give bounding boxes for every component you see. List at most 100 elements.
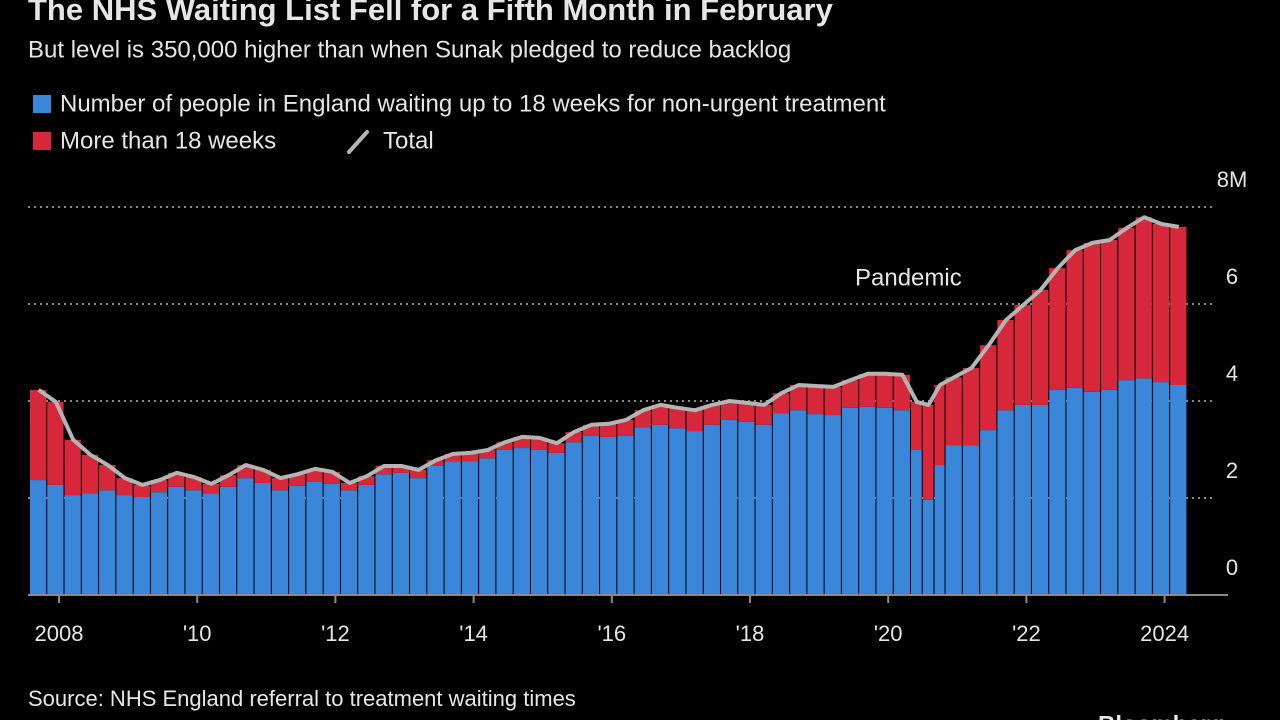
- bar: [703, 424, 720, 595]
- bar: [1066, 250, 1083, 388]
- bar: [64, 495, 81, 595]
- bar: [911, 449, 922, 595]
- bar: [1031, 404, 1049, 595]
- x-tick-label: '10: [183, 621, 212, 646]
- bar: [651, 404, 669, 425]
- bar: [841, 380, 859, 408]
- brand: Bloomberg: [1098, 711, 1225, 720]
- bar: [1118, 227, 1135, 381]
- bar: [962, 445, 980, 595]
- bar: [220, 475, 237, 487]
- bar: [669, 428, 686, 595]
- bar: [1049, 268, 1066, 390]
- bar: [150, 492, 168, 595]
- bar: [479, 458, 496, 595]
- bar: [548, 443, 565, 453]
- bar: [289, 474, 306, 486]
- bar: [1170, 384, 1187, 595]
- bar: [168, 486, 185, 595]
- bar: [427, 460, 444, 466]
- bar: [530, 449, 548, 595]
- bar: [893, 410, 911, 595]
- x-tick-label: '18: [736, 621, 765, 646]
- chart-title: The NHS Waiting List Fell for a Fifth Mo…: [28, 0, 834, 27]
- bar: [1152, 382, 1170, 595]
- x-tick-label: '16: [597, 621, 626, 646]
- bar: [323, 483, 340, 595]
- bar: [790, 384, 807, 411]
- bar: [738, 421, 755, 595]
- y-tick-label: 4: [1226, 361, 1238, 386]
- bar: [600, 423, 617, 437]
- bar: [686, 431, 703, 595]
- bar: [911, 401, 922, 450]
- bar: [600, 436, 617, 595]
- bar: [1118, 380, 1135, 595]
- bar: [1014, 404, 1031, 595]
- bar: [1066, 387, 1083, 595]
- bar: [807, 414, 824, 595]
- bar: [461, 461, 479, 595]
- bar: [755, 424, 772, 595]
- bar: [876, 407, 893, 595]
- bar: [47, 401, 64, 485]
- bar: [824, 386, 841, 416]
- bar: [47, 484, 64, 595]
- bar: [410, 478, 427, 595]
- bar: [220, 486, 237, 595]
- bar: [922, 404, 934, 500]
- total-line: [37, 215, 1180, 487]
- bar: [358, 484, 375, 595]
- bar: [444, 453, 461, 462]
- bar: [64, 439, 81, 496]
- x-tick-label: '22: [1012, 621, 1041, 646]
- x-tick-label: 2024: [1140, 621, 1189, 646]
- y-tick-label: 2: [1226, 458, 1238, 483]
- bar: [99, 465, 116, 491]
- bar: [790, 410, 807, 595]
- bar: [1014, 304, 1031, 405]
- bar: [807, 385, 824, 415]
- bar: [824, 415, 841, 595]
- bar: [962, 368, 980, 446]
- bar: [548, 452, 565, 595]
- y-tick-label: 0: [1226, 555, 1238, 580]
- bar: [133, 484, 150, 498]
- bar: [669, 407, 686, 429]
- source: Source: NHS England referral to treatmen…: [28, 686, 576, 711]
- bar: [1083, 391, 1101, 595]
- bar: [720, 419, 738, 595]
- bar: [254, 482, 271, 595]
- bar: [772, 413, 790, 595]
- bar: [461, 452, 479, 462]
- bar: [1170, 226, 1187, 385]
- bar: [479, 449, 496, 459]
- bar: [29, 389, 47, 481]
- bar: [582, 424, 600, 436]
- bar: [686, 410, 703, 432]
- bar: [1101, 389, 1118, 595]
- plot-area: 0 2 4 6 8M 2008 '10 '12 '14 '16 '18 '20 '22 2024: [28, 167, 1247, 646]
- bar: [1135, 217, 1152, 379]
- bar: [410, 469, 427, 479]
- bar: [289, 485, 306, 595]
- bar: [116, 478, 133, 496]
- bar: [617, 435, 634, 595]
- bar: [945, 377, 962, 446]
- bar: [934, 465, 945, 595]
- x-tick-label: 2008: [35, 621, 84, 646]
- bar: [340, 490, 358, 595]
- bar: [841, 407, 859, 595]
- bar: [185, 490, 202, 595]
- bar: [81, 493, 99, 595]
- bar: [582, 435, 600, 595]
- bar: [1101, 239, 1118, 390]
- bar: [934, 384, 945, 466]
- bar: [876, 373, 893, 408]
- y-tick-label: 8M: [1217, 167, 1248, 192]
- bar: [859, 373, 876, 407]
- bar: [116, 495, 133, 595]
- bar: [859, 406, 876, 595]
